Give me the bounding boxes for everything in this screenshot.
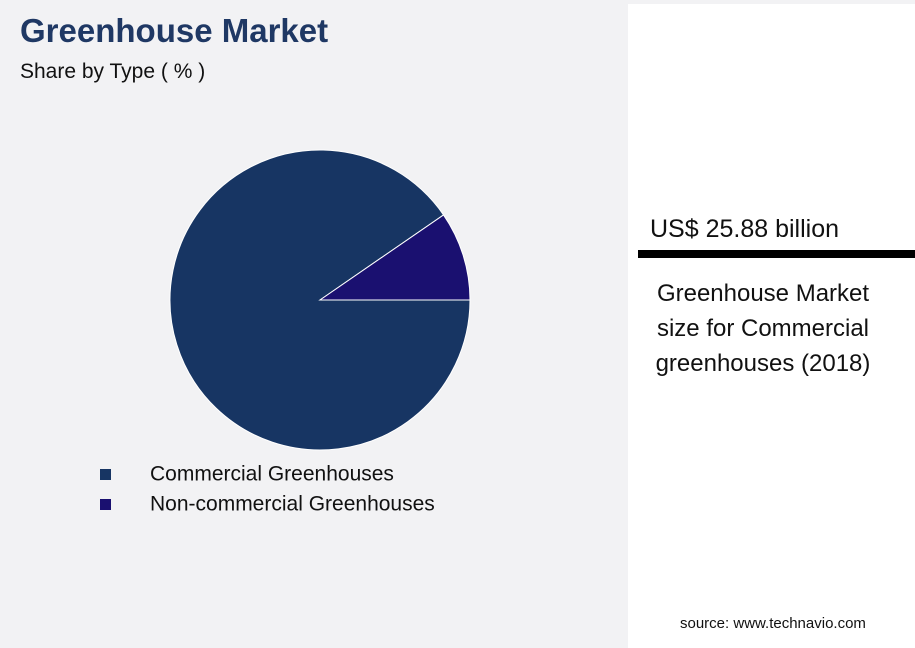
chart-title: Greenhouse Market [20,12,329,49]
pie-slice [318,214,471,301]
divider [638,250,915,258]
legend-label: Non-commercial Greenhouses [150,493,435,516]
legend-label: Commercial Greenhouses [150,463,394,486]
chart: Commercial Greenhouses Non-commercial Gre… [100,149,471,516]
info-panel: US$ 25.88 billion Greenhouse Market size… [628,4,915,648]
legend-marker [100,499,111,510]
source: source: www.technavio.com [680,615,866,632]
market-caption: Greenhouse Market size for Commercial gr… [655,280,871,377]
legend-marker [100,469,111,480]
market-value: US$ 25.88 billion [650,215,840,243]
chart-subtitle: Share by Type ( % ) [20,60,206,83]
